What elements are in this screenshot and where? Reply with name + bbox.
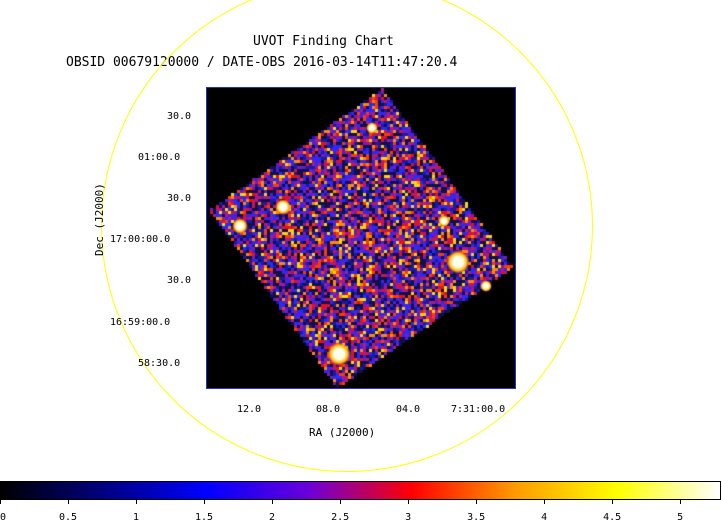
colorbar-tick-label: 3.5 [467,512,486,523]
dec-tick-label: 01:00.0 [138,152,181,163]
ra-tick-label: 04.0 [396,404,421,415]
colorbar-tick-label: 2.5 [331,512,350,523]
colorbar-tick [204,500,206,504]
colorbar-tick [408,500,410,504]
dec-tick-label: 30.0 [167,275,192,286]
colorbar-tick-label: 0 [0,512,7,523]
colorbar-tick-label: 1 [133,512,140,523]
dec-tick-label: 30.0 [167,111,192,122]
colorbar-tick [272,500,274,504]
ra-axis-label: RA (J2000) [309,426,376,439]
dec-tick-label: 17:00:00.0 [110,234,171,245]
colorbar-tick [612,500,614,504]
colorbar-tick [68,500,70,504]
colorbar-tick-label: 1.5 [195,512,214,523]
dec-axis-label: Dec (J2000) [93,183,106,256]
colorbar-tick-label: 3 [405,512,412,523]
ra-tick-label: 12.0 [237,404,262,415]
colorbar-tick [476,500,478,504]
colorbar [0,481,721,500]
dec-tick-label: 58:30.0 [138,358,181,369]
ra-tick-label: 7:31:00.0 [451,404,506,415]
colorbar-tick-label: 4.5 [603,512,622,523]
dec-tick-label: 16:59:00.0 [110,317,171,328]
ra-tick-label: 08.0 [316,404,341,415]
colorbar-tick [0,500,1,504]
sky-image [207,88,515,388]
colorbar-tick [136,500,138,504]
field-of-view-circle [101,0,593,472]
colorbar-tick [340,500,342,504]
sky-image-frame [206,87,516,389]
dec-tick-label: 30.0 [167,193,192,204]
colorbar-tick-label: 4 [541,512,548,523]
colorbar-tick-label: 0.5 [58,512,78,523]
colorbar-tick-label: 2 [269,512,276,523]
colorbar-tick [544,500,546,504]
colorbar-tick-label: 5 [677,512,684,523]
colorbar-tick [680,500,682,504]
